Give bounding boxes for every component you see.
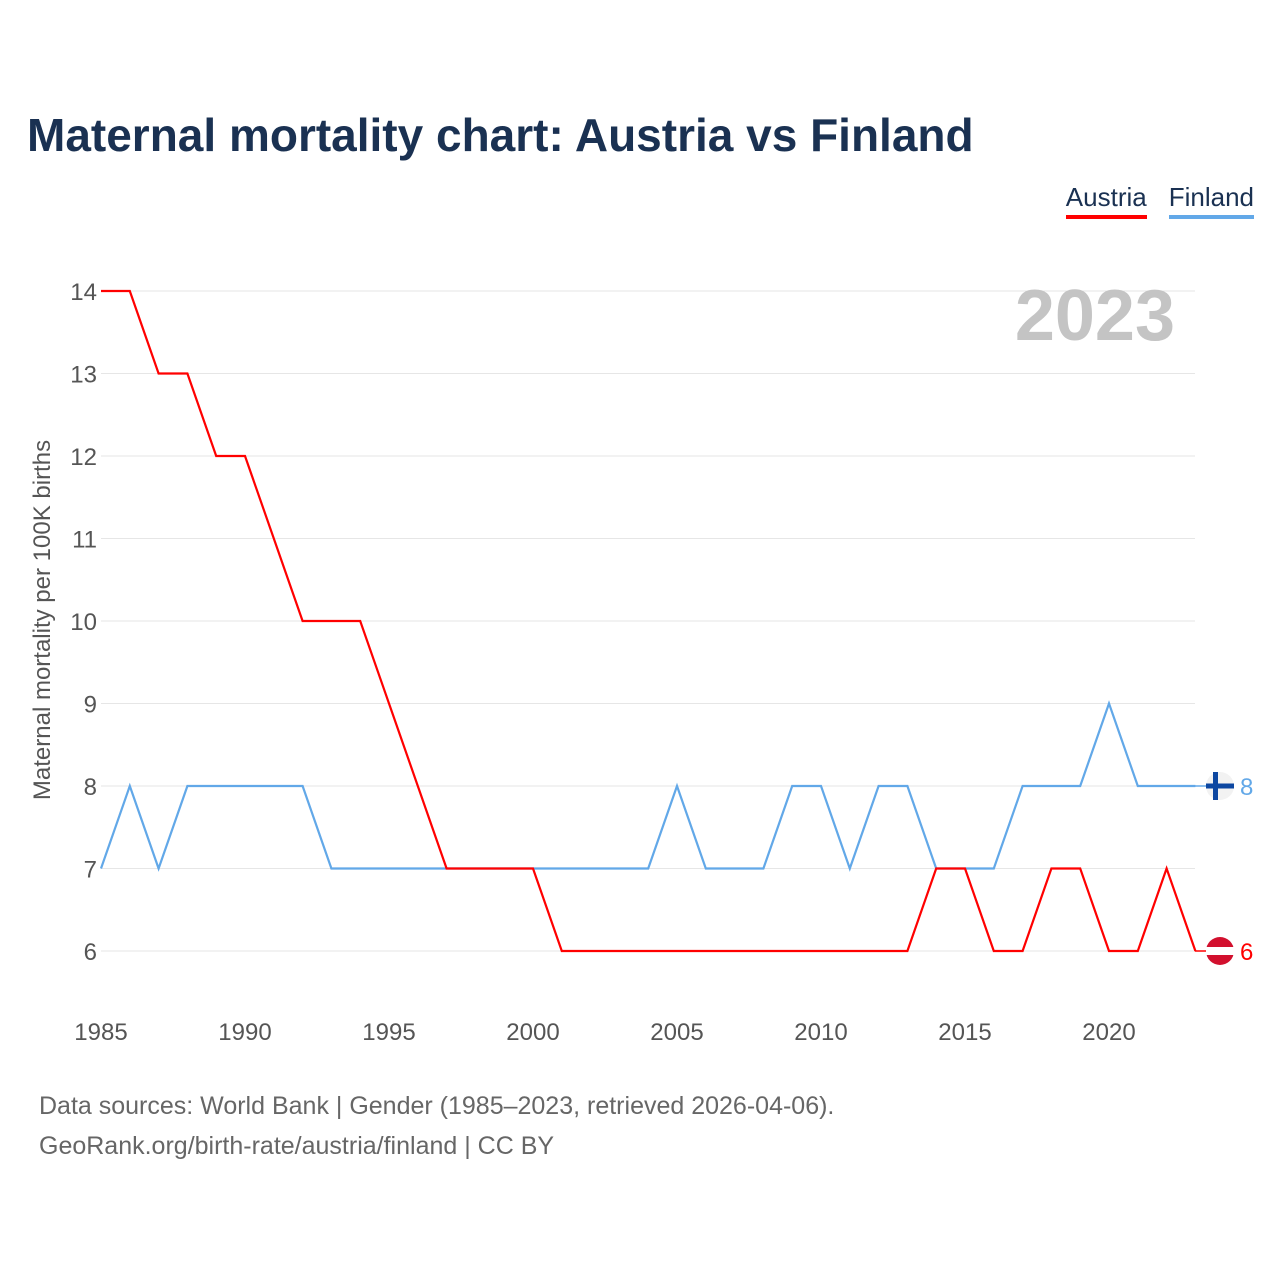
x-tick-label: 1985 — [74, 1019, 127, 1046]
legend: Austria Finland — [1065, 182, 1254, 219]
data-source: Data sources: World Bank | Gender (1985–… — [39, 1092, 835, 1120]
series-line-finland — [99, 700, 1196, 872]
end-value-label: 8 — [1240, 774, 1253, 801]
x-tick-label: 2010 — [794, 1019, 847, 1046]
year-label: 2023 — [1015, 276, 1175, 356]
x-tick-label: 2020 — [1082, 1019, 1135, 1046]
legend-finland[interactable]: Finland — [1168, 182, 1254, 219]
x-tick-label: 2000 — [506, 1019, 559, 1046]
y-tick-label: 13 — [70, 362, 97, 389]
chart-title: Maternal mortality chart: Austria vs Fin… — [27, 109, 974, 161]
y-tick-label: 8 — [84, 774, 97, 801]
y-axis-label: Maternal mortality per 100K births — [29, 440, 56, 800]
end-value-label: 6 — [1240, 939, 1253, 966]
x-tick-label: 1995 — [362, 1019, 415, 1046]
series-line-austria — [101, 289, 1197, 953]
x-tick-label: 2015 — [938, 1019, 991, 1046]
y-tick-label: 7 — [84, 857, 97, 884]
y-tick-label: 12 — [70, 444, 97, 471]
finland-flag-cross-v — [1213, 772, 1218, 800]
footer: Data sources: World Bank | Gender (1985–… — [39, 1086, 834, 1166]
y-tick-label: 9 — [84, 692, 97, 719]
y-tick-label: 11 — [72, 527, 97, 554]
y-tick-label: 14 — [70, 279, 97, 306]
y-tick-label: 6 — [84, 939, 97, 966]
x-tick-label: 1990 — [218, 1019, 271, 1046]
x-tick-label: 2005 — [650, 1019, 703, 1046]
source-link[interactable]: GeoRank.org/birth-rate/austria/finland |… — [39, 1132, 555, 1160]
y-tick-label: 10 — [70, 609, 97, 636]
legend-austria[interactable]: Austria — [1065, 182, 1147, 219]
finland-flag-cross-h — [1206, 783, 1234, 789]
austria-flag-stripe — [1206, 947, 1234, 955]
